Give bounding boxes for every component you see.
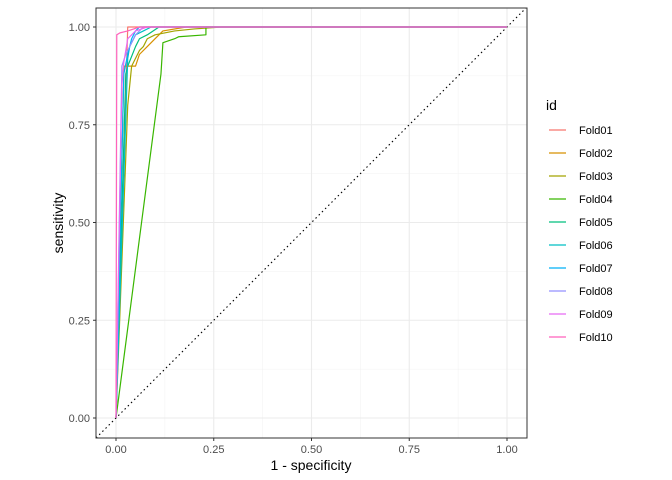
legend-title: id bbox=[546, 97, 557, 113]
y-axis-title: sensitivity bbox=[50, 193, 66, 254]
legend-label-fold02: Fold02 bbox=[579, 148, 613, 160]
x-tick-label: 0.25 bbox=[203, 444, 224, 456]
legend: id Fold01 Fold02 Fold03 Fold04 Fold05 Fold06 F… bbox=[546, 97, 613, 344]
legend-label-fold03: Fold03 bbox=[579, 171, 613, 183]
series-line-fold03 bbox=[115, 26, 507, 419]
y-tick-label: 0.75 bbox=[69, 120, 90, 132]
plot-area bbox=[95, 7, 527, 439]
y-tick-label: 1.00 bbox=[69, 22, 90, 34]
x-axis-title: 1 - specificity bbox=[271, 457, 352, 473]
legend-label-fold07: Fold07 bbox=[579, 263, 613, 275]
y-tick-label: 0.50 bbox=[69, 218, 90, 230]
legend-label-fold01: Fold01 bbox=[579, 125, 613, 137]
series-layer bbox=[115, 26, 507, 419]
x-tick-label: 0.00 bbox=[105, 444, 126, 456]
x-tick-label: 1.00 bbox=[496, 444, 517, 456]
legend-label-fold08: Fold08 bbox=[579, 286, 613, 298]
legend-label-fold05: Fold05 bbox=[579, 217, 613, 229]
series-line-fold05 bbox=[115, 26, 507, 419]
legend-label-fold10: Fold10 bbox=[579, 332, 613, 344]
series-line-fold02 bbox=[115, 26, 507, 419]
axes-layer: 0.00 0.25 0.50 0.75 1.00 0.00 0.25 0.50 0.75 1.00 bbox=[69, 7, 528, 456]
x-tick-label: 0.50 bbox=[301, 444, 322, 456]
legend-label-fold04: Fold04 bbox=[579, 194, 613, 206]
series-line-fold10 bbox=[115, 26, 507, 419]
legend-label-fold06: Fold06 bbox=[579, 240, 613, 252]
legend-label-fold09: Fold09 bbox=[579, 309, 613, 321]
y-tick-label: 0.00 bbox=[69, 413, 90, 425]
x-tick-label: 0.75 bbox=[399, 444, 420, 456]
y-tick-label: 0.25 bbox=[69, 315, 90, 327]
